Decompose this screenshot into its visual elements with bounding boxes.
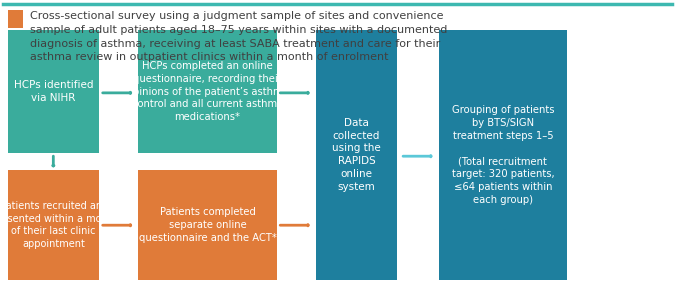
Text: HCPs completed an online
questionnaire, recording their
opinions of the patient’: HCPs completed an online questionnaire, …: [127, 61, 288, 122]
FancyBboxPatch shape: [138, 30, 277, 153]
FancyBboxPatch shape: [8, 170, 99, 280]
FancyBboxPatch shape: [138, 170, 277, 280]
Text: Grouping of patients
by BTS/SIGN
treatment steps 1–5

(Total recruitment
target:: Grouping of patients by BTS/SIGN treatme…: [452, 105, 554, 204]
FancyBboxPatch shape: [8, 30, 99, 153]
FancyBboxPatch shape: [8, 10, 23, 28]
Text: Data
collected
using the
RAPIDS
online
system: Data collected using the RAPIDS online s…: [332, 118, 381, 192]
FancyBboxPatch shape: [316, 30, 397, 280]
Text: Cross-sectional survey using a judgment sample of sites and convenience
sample o: Cross-sectional survey using a judgment …: [30, 11, 448, 62]
Text: HCPs identified
via NIHR: HCPs identified via NIHR: [14, 80, 93, 103]
Text: Patients recruited and
consented within a month
of their last clinic
appointment: Patients recruited and consented within …: [0, 201, 117, 249]
Text: Patients completed
separate online
questionnaire and the ACT*: Patients completed separate online quest…: [138, 207, 277, 243]
FancyBboxPatch shape: [439, 30, 567, 280]
